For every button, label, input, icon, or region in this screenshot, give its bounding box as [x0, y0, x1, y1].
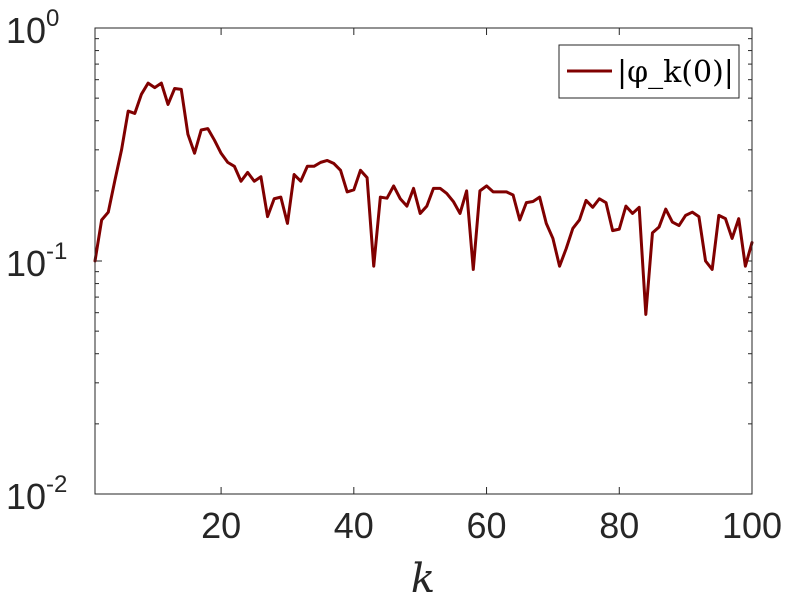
series-line-0	[93, 81, 754, 316]
series-layer	[93, 81, 754, 316]
y-tick-label: 100	[6, 5, 59, 51]
x-tick-label: 20	[201, 505, 241, 546]
axes-box	[94, 27, 753, 495]
legend-entry-label: |φ_k(0)|	[617, 55, 734, 90]
x-axis-label: k	[411, 556, 435, 602]
x-tick-label: 80	[599, 505, 639, 546]
tick-labels: 20 40 60 80 100 10-2 10-1 100	[6, 5, 782, 546]
legend: |φ_k(0)|	[558, 44, 740, 99]
y-tick-label: 10-1	[6, 238, 67, 284]
x-tick-label: 60	[467, 505, 507, 546]
x-tick-label: 40	[334, 505, 374, 546]
y-tick-label: 10-2	[6, 471, 67, 517]
x-tick-label: 100	[722, 505, 782, 546]
